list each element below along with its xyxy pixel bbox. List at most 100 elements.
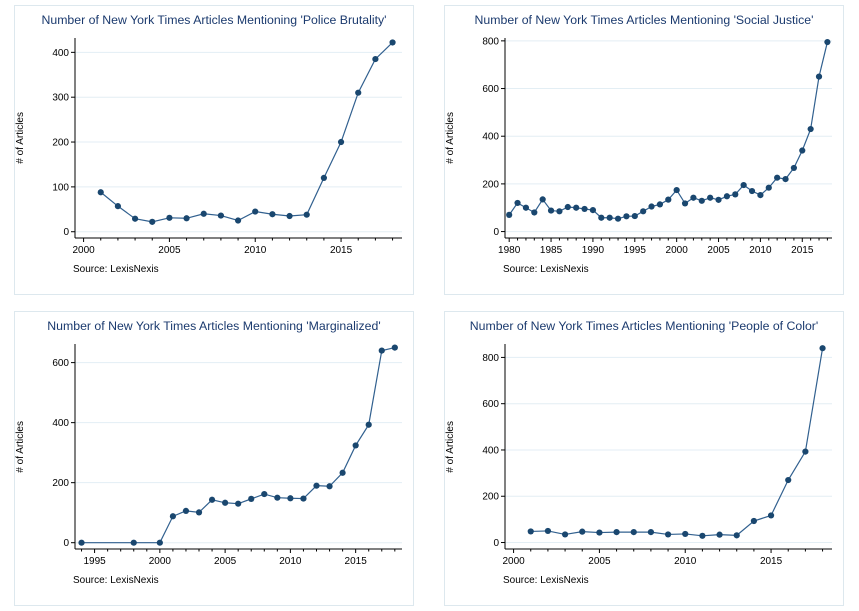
data-point — [656, 201, 664, 208]
x-tick-label: 2005 — [214, 556, 237, 567]
data-point — [748, 187, 756, 195]
x-tick-label: 1990 — [582, 245, 605, 256]
data-point — [682, 530, 689, 538]
data-line — [530, 348, 824, 537]
data-point — [97, 189, 104, 196]
y-axis-label: # of Articles — [15, 420, 26, 473]
y-axis-label: # of Articles — [445, 420, 456, 473]
data-point — [300, 495, 307, 502]
data-point — [640, 208, 647, 215]
data-point — [765, 184, 772, 191]
data-point — [613, 529, 620, 536]
data-point — [182, 507, 190, 514]
data-point — [681, 200, 689, 207]
data-point — [352, 442, 359, 449]
data-point — [647, 529, 655, 536]
data-point — [217, 212, 225, 219]
data-point — [208, 496, 216, 503]
data-point — [819, 345, 826, 352]
y-tick-label: 200 — [482, 179, 499, 190]
data-point — [824, 38, 831, 46]
y-tick-label: 200 — [52, 478, 69, 489]
data-point — [183, 215, 190, 222]
x-tick-label: 2000 — [72, 245, 95, 256]
line-chart-marginalized: 0 200 400 600 1995 2000 2005 2010 2015 — [52, 344, 402, 567]
data-point — [579, 528, 586, 535]
chart-title: Number of New York Times Articles Mentio… — [47, 319, 381, 333]
data-point — [286, 212, 293, 220]
y-tick-label: 400 — [482, 445, 499, 456]
data-point — [699, 532, 706, 539]
data-point — [573, 204, 580, 211]
data-point — [589, 207, 597, 214]
data-point — [326, 483, 333, 490]
x-tick-label: 2010 — [279, 556, 302, 567]
data-point — [156, 539, 163, 546]
data-point — [750, 517, 757, 525]
data-point — [339, 469, 346, 476]
data-point — [169, 513, 177, 520]
y-tick-label: 300 — [52, 93, 69, 104]
y-tick-label: 0 — [493, 227, 499, 238]
data-point — [732, 191, 739, 198]
line-chart-police-brutality: 0 100 200 300 400 2000 2005 2010 2015 — [52, 38, 402, 256]
x-tick-label: 1980 — [498, 245, 521, 256]
data-point — [506, 211, 513, 218]
x-tick-label: 2000 — [502, 556, 525, 567]
data-point — [690, 194, 697, 201]
data-point — [623, 213, 630, 220]
data-point — [715, 196, 722, 203]
data-point — [782, 176, 789, 183]
data-point — [269, 211, 276, 218]
y-tick-label: 400 — [52, 48, 69, 59]
data-point — [337, 138, 345, 146]
data-point — [740, 181, 747, 189]
chart-title: Number of New York Times Articles Mentio… — [474, 13, 814, 27]
data-point — [391, 344, 398, 351]
data-point — [564, 203, 571, 211]
y-tick-label: 200 — [52, 138, 69, 149]
data-point — [716, 531, 723, 538]
data-point — [596, 529, 603, 536]
data-point — [544, 527, 552, 535]
data-point — [234, 217, 242, 224]
data-point — [673, 186, 680, 194]
x-tick-label: 2000 — [149, 556, 172, 567]
y-tick-label: 100 — [52, 182, 69, 193]
y-tick-label: 0 — [63, 538, 69, 549]
line-chart-social-justice: 0 200 400 600 800 1980 1985 1990 1995 2000 2005 201… — [482, 36, 832, 256]
chart-panel-police-brutality: Number of New York Times Articles Mentio… — [14, 5, 414, 295]
source-note: Source: LexisNexis — [73, 264, 159, 275]
x-tick-label: 2015 — [345, 556, 368, 567]
data-point — [114, 203, 122, 210]
y-tick-label: 800 — [482, 36, 499, 47]
data-point — [261, 490, 268, 498]
data-point — [274, 494, 281, 501]
source-note: Source: LexisNexis — [503, 264, 589, 275]
data-line — [81, 347, 395, 544]
data-line — [100, 42, 393, 223]
x-tick-label: 2015 — [760, 556, 783, 567]
x-tick-label: 2000 — [666, 245, 689, 256]
y-axis-label: # of Articles — [445, 112, 456, 164]
y-tick-label: 400 — [52, 418, 69, 429]
data-point — [598, 214, 605, 221]
data-point — [389, 39, 396, 46]
data-point — [372, 55, 379, 63]
chart-title: Number of New York Times Articles Mentio… — [41, 13, 387, 27]
data-point — [303, 211, 310, 218]
data-point — [320, 174, 327, 182]
x-tick-label: 2015 — [791, 245, 814, 256]
chart-title: Number of New York Times Articles Mentio… — [469, 319, 819, 333]
data-point — [378, 347, 385, 354]
data-point — [807, 125, 814, 133]
x-tick-label: 1995 — [624, 245, 647, 256]
data-point — [539, 196, 546, 203]
y-tick-label: 0 — [493, 538, 499, 549]
data-point — [527, 528, 534, 535]
data-point — [802, 448, 809, 455]
data-point — [287, 495, 294, 502]
data-point — [365, 421, 372, 428]
data-point — [785, 476, 792, 484]
y-tick-label: 600 — [482, 399, 499, 410]
